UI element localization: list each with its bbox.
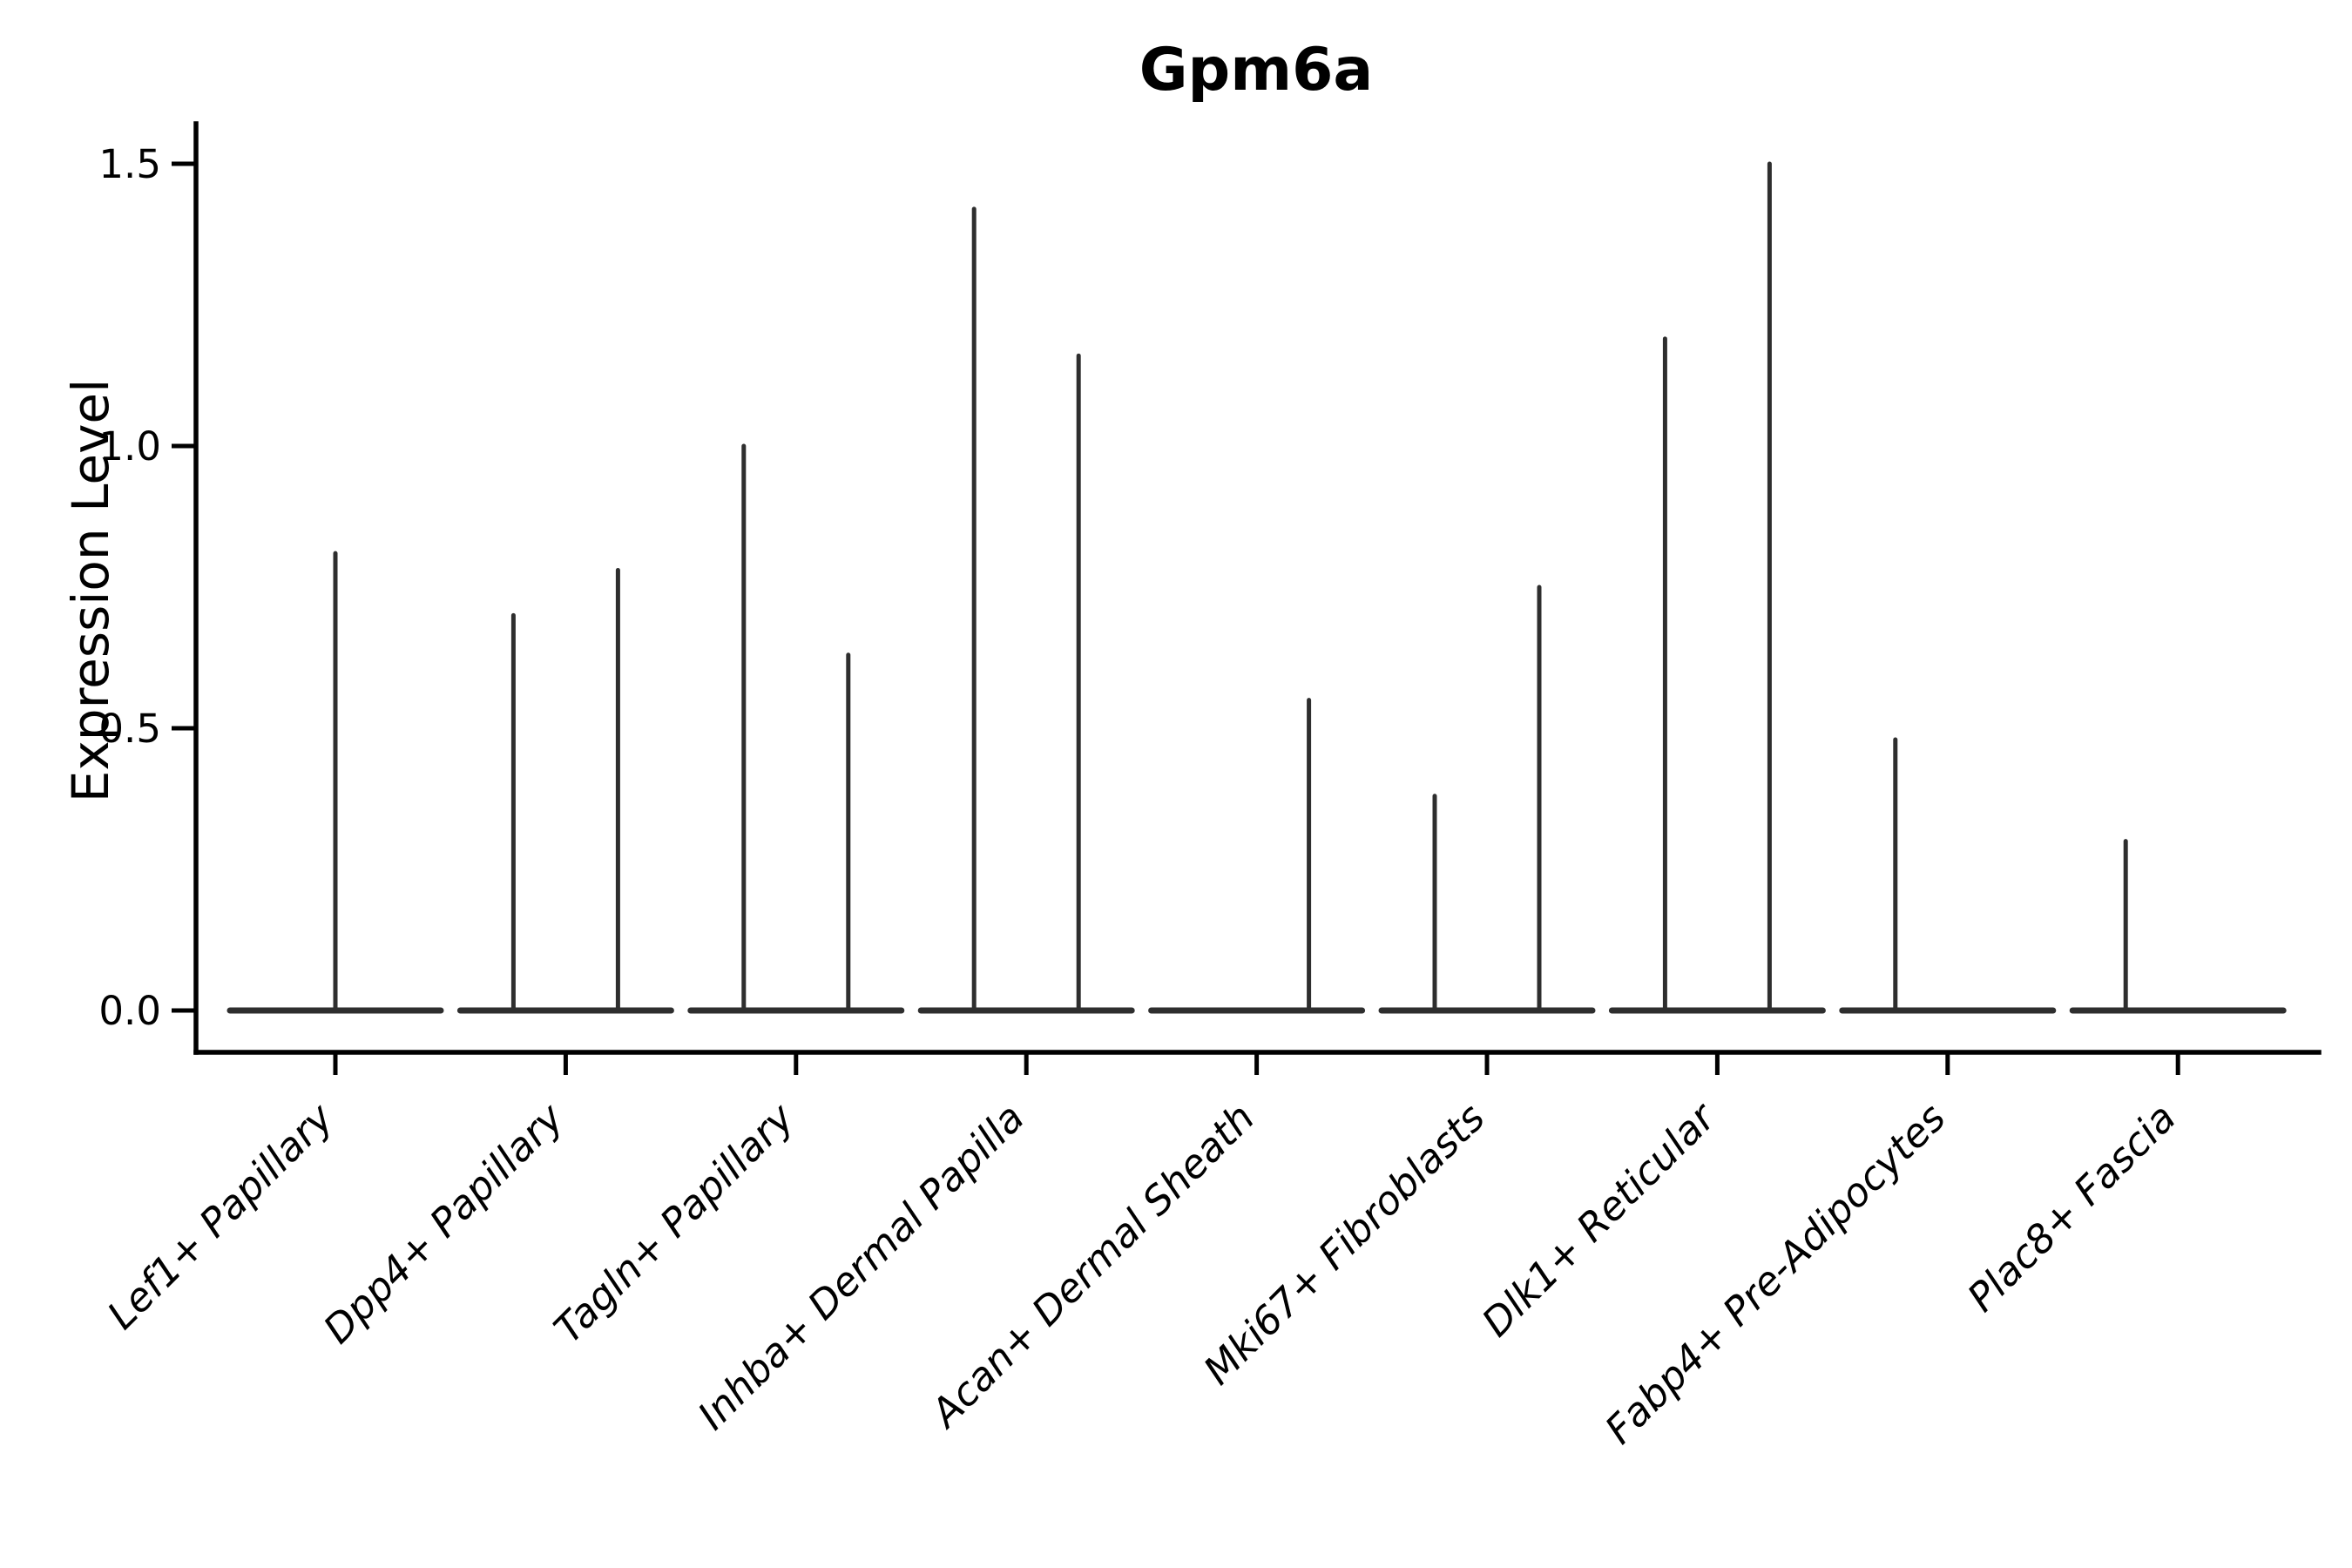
- violin-group: [1608, 161, 1826, 1014]
- chart-title: Gpm6a: [1139, 36, 1374, 105]
- y-tick-label: 0.0: [98, 988, 161, 1034]
- violins-layer: [226, 161, 2287, 1014]
- violin-group: [2069, 839, 2287, 1014]
- y-axis-ticks: 0.0 0.5 1.0 1.5: [98, 141, 196, 1034]
- violin-group: [456, 568, 674, 1014]
- y-axis-label: Expression Level: [61, 379, 120, 802]
- y-tick-label: 1.0: [98, 423, 161, 470]
- y-tick-label: 0.5: [98, 706, 161, 752]
- violin-group: [1148, 698, 1366, 1014]
- violin-group: [917, 206, 1135, 1014]
- violin-group: [1378, 585, 1596, 1014]
- violin-group: [687, 443, 905, 1014]
- violin-group: [1839, 737, 2057, 1014]
- x-tick-label: Dpp4+ Papillary: [314, 1093, 573, 1352]
- x-tick-label: Dlk1+ Reticular: [1473, 1093, 1726, 1346]
- x-tick-label: Lef1+ Papillary: [98, 1093, 343, 1338]
- x-tick-label: Plac8+ Fascia: [1958, 1094, 2185, 1321]
- x-tick-label: Tagln+ Papillary: [545, 1093, 804, 1352]
- violin-group: [226, 551, 444, 1014]
- y-tick-label: 1.5: [98, 141, 161, 187]
